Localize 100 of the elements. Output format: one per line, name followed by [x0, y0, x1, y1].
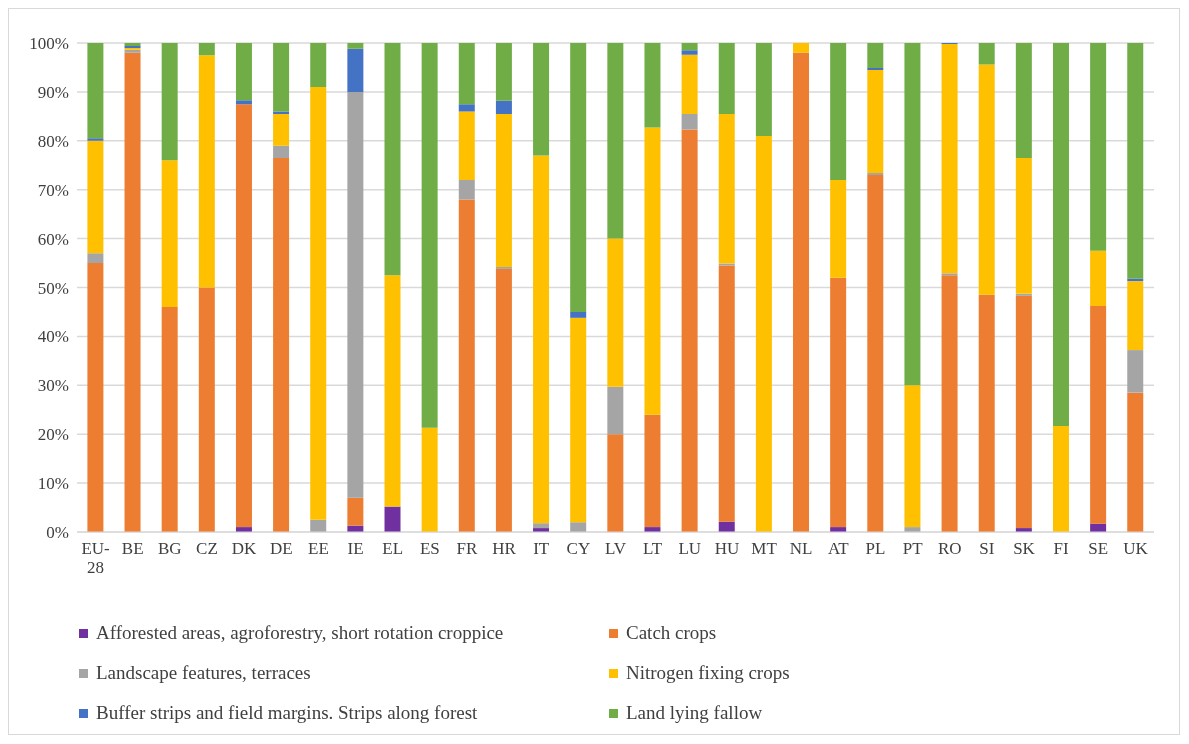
- y-tick-label: 100%: [29, 34, 69, 54]
- bar: [458, 43, 475, 105]
- bar: [495, 113, 512, 267]
- y-tick-label: 40%: [37, 327, 69, 347]
- bar: [161, 160, 178, 308]
- bar: [830, 179, 847, 278]
- x-tick-label: DK: [231, 539, 258, 558]
- bar: [458, 179, 475, 200]
- legend-label: Nitrogen fixing crops: [626, 662, 790, 684]
- bar: [384, 506, 401, 532]
- bar: [235, 104, 252, 528]
- x-tick-label: FR: [456, 539, 478, 558]
- x-tick-label: IT: [533, 539, 550, 558]
- x-tick-label: UK: [1123, 539, 1149, 558]
- legend-label: Landscape features, terraces: [96, 662, 311, 684]
- bar: [273, 111, 290, 114]
- bar: [793, 43, 810, 53]
- bar: [904, 43, 921, 386]
- bar: [161, 307, 178, 532]
- bar: [198, 287, 215, 532]
- y-tick-label: 0%: [46, 523, 69, 543]
- y-tick-label: 80%: [37, 131, 69, 151]
- bar: [347, 48, 364, 92]
- bar: [1015, 43, 1032, 158]
- legend-label: Buffer strips and field margins. Strips along forest: [96, 702, 478, 724]
- bar: [607, 386, 624, 435]
- bar: [570, 43, 587, 312]
- bar: [235, 43, 252, 101]
- y-tick-label: 70%: [37, 180, 69, 200]
- x-tick-label: LT: [643, 539, 663, 558]
- x-tick-label: CY: [566, 539, 591, 558]
- legend-label: Afforested areas, agroforestry, short rotation croppice: [96, 622, 504, 644]
- bar: [941, 275, 958, 532]
- bar: [421, 43, 438, 428]
- bar: [235, 100, 252, 105]
- bar: [458, 111, 475, 180]
- x-tick-label: EU-28: [81, 539, 111, 577]
- x-tick-label: DE: [269, 539, 293, 558]
- bar: [867, 43, 884, 68]
- bar: [867, 175, 884, 532]
- bar: [310, 87, 327, 520]
- bar: [1015, 157, 1032, 294]
- bar: [87, 138, 104, 141]
- bar: [273, 157, 290, 532]
- bar: [458, 104, 475, 112]
- x-tick-label: PT: [902, 539, 924, 558]
- y-tick-label: 50%: [37, 278, 69, 298]
- bar: [867, 69, 884, 174]
- bar: [570, 522, 587, 532]
- bar: [161, 43, 178, 161]
- x-tick-label: RO: [937, 539, 962, 558]
- bar: [978, 64, 995, 295]
- bar: [384, 275, 401, 507]
- y-tick-label: 30%: [37, 376, 69, 396]
- x-tick-label: IE: [347, 539, 364, 558]
- bar: [87, 43, 104, 139]
- x-tick-label: SI: [979, 539, 995, 558]
- bar: [273, 113, 290, 146]
- bar: [830, 277, 847, 528]
- bar: [1052, 43, 1069, 426]
- bar: [1090, 306, 1107, 524]
- bar: [1127, 392, 1144, 532]
- bar: [310, 519, 327, 532]
- x-tick-label: CZ: [196, 539, 218, 558]
- bar: [458, 199, 475, 532]
- bar: [718, 265, 735, 522]
- bar: [755, 135, 772, 532]
- bar: [1127, 43, 1144, 279]
- bar: [533, 155, 550, 524]
- legend-label: Land lying fallow: [626, 702, 763, 724]
- bar: [681, 50, 698, 55]
- y-tick-label: 20%: [37, 425, 69, 445]
- bar: [87, 263, 104, 532]
- y-tick-label: 60%: [37, 229, 69, 249]
- bar: [495, 100, 512, 114]
- x-tick-label: FI: [1053, 539, 1070, 558]
- x-tick-label: MT: [751, 539, 778, 558]
- x-tick-label: LU: [678, 539, 702, 558]
- bar: [310, 43, 327, 88]
- bar: [681, 54, 698, 114]
- bar: [644, 43, 661, 128]
- bar: [644, 127, 661, 415]
- bar: [124, 52, 141, 532]
- bar: [1015, 295, 1032, 529]
- bar: [87, 140, 104, 254]
- bar: [830, 43, 847, 180]
- bar: [607, 238, 624, 387]
- bar: [347, 497, 364, 526]
- bar: [495, 43, 512, 101]
- bar: [1090, 250, 1107, 307]
- bar: [1127, 281, 1144, 351]
- x-tick-label: HR: [492, 539, 517, 558]
- bar: [421, 427, 438, 532]
- x-tick-label: HU: [714, 539, 740, 558]
- x-tick-label: AT: [827, 539, 850, 558]
- bar: [904, 385, 921, 528]
- bar: [1127, 350, 1144, 393]
- x-tick-label: PL: [865, 539, 886, 558]
- x-tick-label: BG: [158, 539, 182, 558]
- x-tick-label: SK: [1013, 539, 1036, 558]
